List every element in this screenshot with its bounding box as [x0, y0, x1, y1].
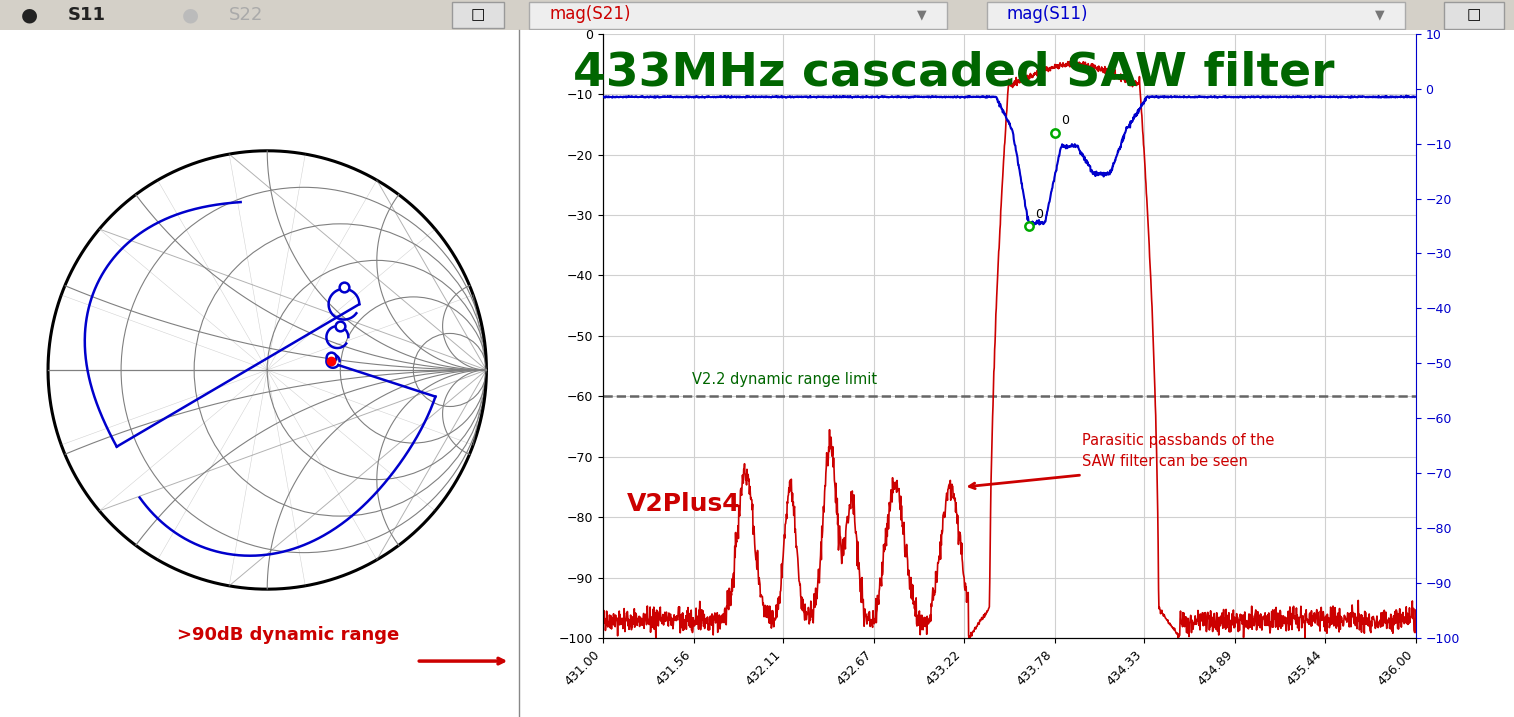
- Bar: [530, 1, 948, 29]
- Text: □: □: [471, 7, 484, 22]
- Text: S11: S11: [68, 6, 106, 24]
- Text: 433MHz cascaded SAW filter: 433MHz cascaded SAW filter: [574, 50, 1334, 95]
- Text: ▼: ▼: [1375, 9, 1384, 22]
- Text: ●: ●: [182, 6, 198, 24]
- Text: ▼: ▼: [917, 9, 927, 22]
- Text: V2Plus4: V2Plus4: [627, 492, 740, 516]
- Text: 0: 0: [1061, 115, 1069, 128]
- Text: >90dB dynamic range: >90dB dynamic range: [177, 625, 398, 644]
- Text: mag(S21): mag(S21): [550, 4, 631, 22]
- Text: mag(S11): mag(S11): [1007, 4, 1089, 22]
- Bar: [1444, 1, 1503, 29]
- Text: ●: ●: [21, 6, 38, 24]
- Bar: [451, 2, 504, 28]
- Text: 0: 0: [1036, 208, 1043, 221]
- Bar: [987, 1, 1405, 29]
- Text: S22: S22: [229, 6, 263, 24]
- Text: V2.2 dynamic range limit: V2.2 dynamic range limit: [692, 372, 877, 387]
- Text: □: □: [1467, 7, 1481, 22]
- Text: Parasitic passbands of the
SAW filter can be seen: Parasitic passbands of the SAW filter ca…: [1083, 433, 1275, 469]
